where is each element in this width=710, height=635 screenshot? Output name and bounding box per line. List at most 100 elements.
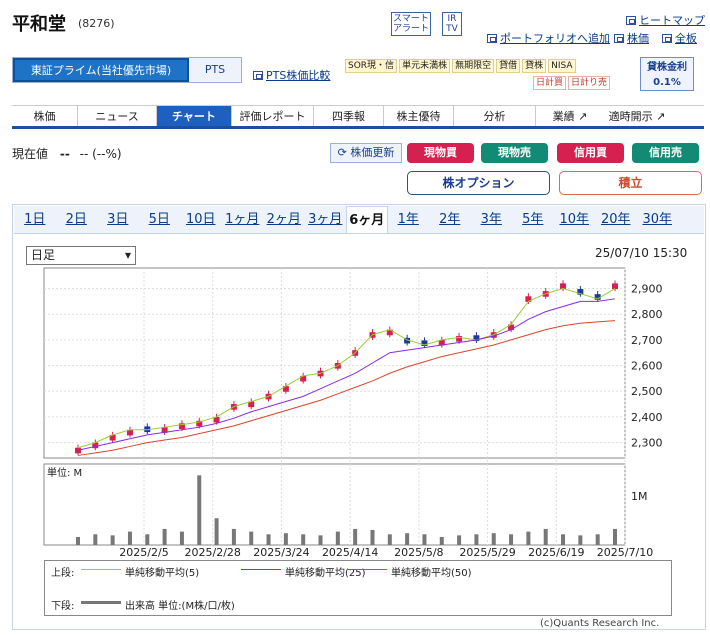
trade-tags-row1: SOR現・信 単元未満株 無期限空 貸借 貸株 NISA <box>345 59 576 73</box>
period-tab[interactable]: 2日 <box>65 212 87 227</box>
volume-bar <box>387 534 392 545</box>
period-tab[interactable]: 1ヶ月 <box>225 212 260 227</box>
period-tabs: 1日 2日 3日 5日 10日 1ヶ月 2ヶ月 3ヶ月 6ヶ月 1年 2年 3年 5年 10年 20年 30年 <box>14 206 704 234</box>
full-board-link[interactable]: 全板 <box>662 30 697 46</box>
tab-stock-price[interactable]: 株価 <box>12 106 78 126</box>
tag-odd-lot: 単元未満株 <box>399 59 451 73</box>
period-tab[interactable]: 10年 <box>559 212 590 227</box>
current-price-row: 現在値 -- -- (--%) <box>12 145 122 162</box>
tab-report[interactable]: 評価レポート <box>232 106 314 126</box>
time-tick-label: 2025/5/8 <box>394 546 443 559</box>
margin-buy-button[interactable]: 信用買 <box>557 143 624 163</box>
cash-buy-button[interactable]: 現物買 <box>407 143 474 163</box>
price-tick-label: 2,300 <box>631 437 663 450</box>
volume-bar <box>353 528 358 545</box>
tag-sor: SOR現・信 <box>345 59 398 73</box>
volume-bar <box>110 535 115 545</box>
market-tabs: 東証プライム(当社優先市場) PTS <box>12 57 242 83</box>
tab-pts[interactable]: PTS <box>189 58 241 82</box>
portfolio-add-link[interactable]: ポートフォリオへ追加 <box>487 30 610 46</box>
cash-sell-button[interactable]: 現物売 <box>481 143 548 163</box>
legend-ma50: 単純移動平均(50) <box>391 568 472 579</box>
stock-price-link[interactable]: 株価 <box>614 30 649 46</box>
window-icon <box>662 34 672 43</box>
pts-compare-link[interactable]: PTS株価比較 <box>253 67 330 83</box>
period-tab[interactable]: 3ヶ月 <box>308 212 343 227</box>
candle-body <box>300 375 307 382</box>
tag-nisa: NISA <box>548 59 576 73</box>
tab-shikiho[interactable]: 四季報 <box>314 106 384 126</box>
period-tab[interactable]: 20年 <box>600 212 631 227</box>
candle-body <box>75 447 81 454</box>
tab-chart[interactable]: チャート <box>157 106 232 126</box>
external-link-icon: ↗ <box>656 110 666 123</box>
period-tab[interactable]: 5年 <box>522 212 544 227</box>
period-tab[interactable]: 1年 <box>397 212 419 227</box>
period-tab[interactable]: 6ヶ月 <box>346 206 388 233</box>
tab-yutai[interactable]: 株主優待 <box>384 106 454 126</box>
tab-disclosure[interactable]: 適時開示 ↗ <box>604 106 670 126</box>
candle-body <box>144 426 151 433</box>
stock-code: (8276) <box>78 17 115 30</box>
pts-compare-label: PTS株価比較 <box>266 69 331 82</box>
volume-bar <box>561 534 566 545</box>
lending-rate-badge[interactable]: 貸株金利 0.1% <box>640 57 694 91</box>
chart-timestamp: 25/07/10 15:30 <box>595 246 688 260</box>
price-tick-label: 2,700 <box>631 334 663 347</box>
volume-bar <box>335 531 340 545</box>
refresh-label: 株価更新 <box>350 146 395 159</box>
period-tab[interactable]: 1日 <box>24 212 46 227</box>
smart-alert-label-1: スマート <box>393 14 429 24</box>
period-tab[interactable]: 30年 <box>642 212 673 227</box>
volume-bar <box>266 534 271 545</box>
candle-body <box>508 324 515 331</box>
volume-bar <box>283 533 288 545</box>
volume-bar <box>613 528 617 545</box>
smart-alert-button[interactable]: スマート アラート <box>391 12 431 36</box>
window-icon <box>253 71 263 80</box>
tab-news[interactable]: ニュース <box>78 106 157 126</box>
volume-bar <box>318 535 323 545</box>
time-tick-label: 2025/3/24 <box>253 546 309 559</box>
tsumitate-button[interactable]: 積立 <box>559 171 702 195</box>
candle-body <box>282 386 289 392</box>
current-price-label: 現在値 <box>12 147 49 161</box>
legend-ma25: 単純移動平均(25) <box>285 568 366 579</box>
period-tab[interactable]: 3日 <box>107 212 129 227</box>
volume-bar <box>93 534 98 545</box>
heatmap-link[interactable]: ヒートマップ <box>626 12 705 28</box>
margin-sell-button[interactable]: 信用売 <box>632 143 699 163</box>
price-tick-label: 2,800 <box>631 308 663 321</box>
heatmap-label: ヒートマップ <box>639 14 705 27</box>
candle-body <box>612 283 618 290</box>
bar-type-select[interactable]: 日足 <box>26 246 136 265</box>
period-tab[interactable]: 2年 <box>439 212 461 227</box>
candle-body <box>161 427 168 433</box>
candle-body <box>473 335 480 341</box>
stock-option-button[interactable]: 株オプション <box>407 171 550 195</box>
legend-ma25-swatch <box>241 569 281 570</box>
ir-tv-button[interactable]: IR TV <box>442 12 462 36</box>
legend-lower-label: 下段: <box>51 601 75 612</box>
stock-price-label: 株価 <box>627 32 649 45</box>
tag-taishaku: 貸借 <box>496 59 521 73</box>
volume-bar <box>145 534 150 545</box>
tv-label: TV <box>446 24 458 34</box>
volume-bar <box>491 533 496 545</box>
refresh-price-button[interactable]: ⟳ 株価更新 <box>330 143 402 163</box>
period-tab[interactable]: 10日 <box>185 212 216 227</box>
tag-day-buy: 日計買 <box>533 76 567 90</box>
price-tick-label: 2,900 <box>631 283 663 296</box>
period-tab[interactable]: 5日 <box>148 212 170 227</box>
tab-tse-prime[interactable]: 東証プライム(当社優先市場) <box>13 58 189 82</box>
tab-earnings[interactable]: 業績 ↗ <box>536 106 604 126</box>
candle-body <box>196 420 203 427</box>
volume-bar <box>214 518 219 545</box>
price-change: -- (--%) <box>79 147 122 161</box>
period-tab[interactable]: 3年 <box>480 212 502 227</box>
period-tab[interactable]: 2ヶ月 <box>266 212 301 227</box>
volume-bar <box>526 531 531 545</box>
tab-analysis[interactable]: 分析 <box>454 106 536 126</box>
candle-body <box>594 294 601 300</box>
